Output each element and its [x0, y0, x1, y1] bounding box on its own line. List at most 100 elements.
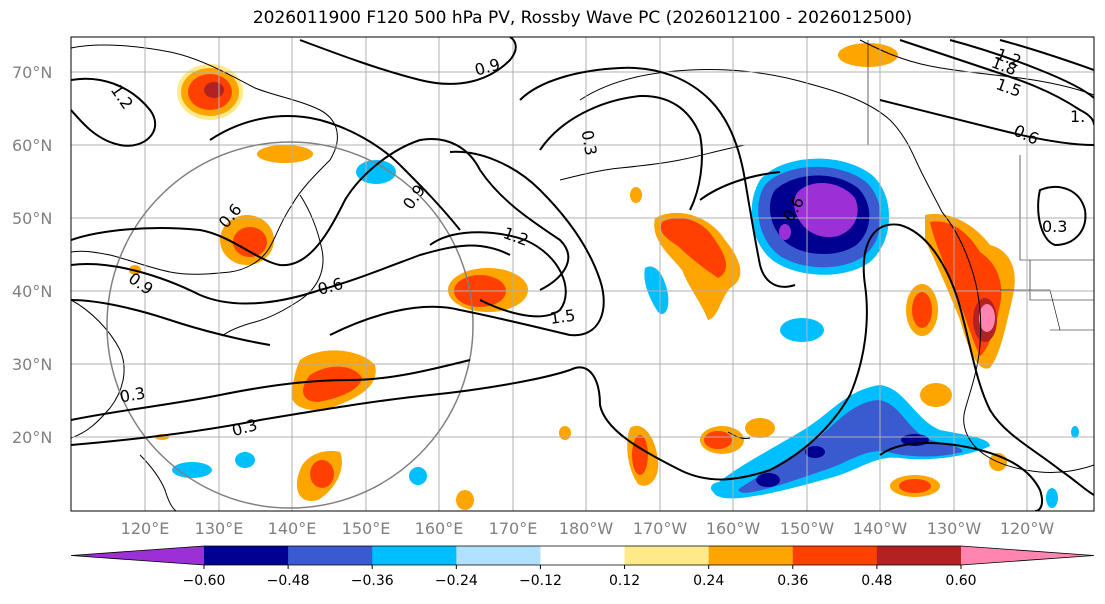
lon-label: 150°W	[780, 519, 835, 538]
anomaly-blob	[794, 183, 858, 238]
anomaly-blob	[979, 304, 995, 332]
pv-contour	[209, 115, 461, 231]
anomaly-blob	[409, 467, 427, 485]
pv-contour	[879, 442, 1044, 511]
border-line	[1019, 155, 1094, 261]
lon-label: 140°W	[853, 519, 908, 538]
colorbar-extend-max	[961, 546, 1094, 565]
coastline-aleutians	[559, 144, 746, 181]
anomaly-blob	[310, 460, 334, 488]
lon-label: 120°E	[121, 519, 170, 538]
coastline-asia	[71, 44, 338, 275]
colorbar-segment	[372, 546, 457, 565]
anomaly-blob	[779, 224, 791, 240]
colorbar-tick-label: −0.36	[351, 573, 394, 589]
anomaly-blob	[1046, 488, 1058, 508]
pv-contour	[71, 77, 157, 147]
lon-label: 160°W	[706, 519, 761, 538]
anomaly-blob	[235, 452, 255, 468]
anomaly-blob	[711, 482, 729, 494]
colorbar-segment	[708, 546, 794, 565]
pv-contour	[71, 244, 511, 305]
anomaly-blob	[745, 418, 775, 438]
anomaly-blob	[660, 218, 726, 278]
lat-label-30n: 30°N	[12, 355, 52, 374]
anomaly-blob	[899, 479, 931, 493]
pv-contour	[539, 94, 703, 211]
pv-contour	[879, 99, 1094, 146]
colorbar-segment	[540, 546, 626, 565]
anomaly-blob	[805, 446, 825, 458]
lon-label: 130°W	[927, 519, 982, 538]
colorbar-extend-min	[71, 546, 204, 565]
contour-label: 0.3	[118, 383, 146, 406]
colorbar-segment	[288, 546, 373, 565]
plot-border	[70, 36, 1095, 512]
anomaly-blob	[456, 490, 474, 510]
colorbar-tick-label: −0.48	[267, 573, 310, 589]
lon-label: 180°W	[559, 519, 614, 538]
colorbar-segment	[204, 546, 289, 565]
pv-contour	[519, 66, 796, 288]
anomaly-blob	[559, 426, 571, 440]
coastlines	[71, 39, 1094, 511]
coastline-china-south	[71, 299, 125, 439]
coastline-north-america	[941, 211, 1094, 473]
border-line	[1000, 289, 1061, 331]
pv-contour	[999, 39, 1094, 71]
lon-label: 170°W	[633, 519, 688, 538]
anomaly-blob	[257, 145, 313, 163]
longitude-labels: 120°E 130°E 140°E 150°E 160°E 170°E 180°…	[121, 519, 1055, 538]
pv-contour	[899, 39, 1094, 126]
contour-label: 0.3	[578, 129, 601, 157]
anomaly-blob	[632, 435, 648, 475]
contour-label: 1.	[1070, 107, 1085, 126]
anomaly-blob	[644, 266, 669, 315]
colorbar-segment	[456, 546, 541, 565]
pv-contour	[1037, 185, 1087, 247]
latitude-labels: 70°N 60°N 50°N 40°N 30°N 20°N	[12, 63, 52, 447]
pv-contour	[71, 359, 471, 421]
gridlines	[71, 37, 1094, 511]
border-line	[1029, 260, 1094, 301]
lat-label-50n: 50°N	[12, 209, 52, 228]
colorbar-tick-label: −0.24	[435, 573, 478, 589]
anomaly-blob	[204, 82, 224, 98]
pv-contour	[71, 299, 271, 346]
lat-label-40n: 40°N	[12, 282, 52, 301]
colorbar-segment	[624, 546, 710, 565]
pv-contours	[71, 37, 1094, 511]
pv-contour	[71, 138, 570, 291]
colorbar-tick-label: 0.48	[861, 573, 892, 589]
pv-contour	[71, 223, 1094, 496]
anomaly-blob	[233, 227, 267, 257]
colorbar-tick-label: 0.36	[777, 573, 808, 589]
anomaly-blob	[912, 292, 932, 328]
colorbar: −0.60 −0.48 −0.36 −0.24 −0.12 0.12 0.24 0.36 0.4…	[70, 545, 1095, 589]
colorbar-tick-label: 0.12	[609, 573, 640, 589]
colorbar-tick-label: −0.12	[519, 573, 562, 589]
lat-label-20n: 20°N	[12, 428, 52, 447]
anomaly-blob	[756, 473, 780, 487]
anomaly-blob	[780, 318, 824, 342]
colorbar-segment	[876, 546, 962, 565]
anomaly-blob	[1071, 426, 1079, 438]
coastline-canada-north	[859, 39, 1094, 96]
anomaly-blob	[704, 431, 732, 449]
negative-anomalies	[172, 158, 1079, 508]
lat-label-60n: 60°N	[12, 136, 52, 155]
anomaly-blob	[303, 366, 362, 402]
pv-contour	[429, 231, 567, 318]
pv-contour	[299, 37, 517, 85]
pv-contour	[329, 150, 605, 337]
lon-label: 130°E	[195, 519, 244, 538]
colorbar-tick-label: 0.24	[693, 573, 724, 589]
lon-label: 150°E	[342, 519, 391, 538]
lat-label-70n: 70°N	[12, 63, 52, 82]
map-plot-area	[71, 37, 1094, 511]
region-circle	[106, 141, 474, 509]
contour-label: 1.5	[549, 306, 577, 328]
colorbar-tick-label: −0.60	[183, 573, 226, 589]
anomaly-blob	[920, 383, 952, 407]
